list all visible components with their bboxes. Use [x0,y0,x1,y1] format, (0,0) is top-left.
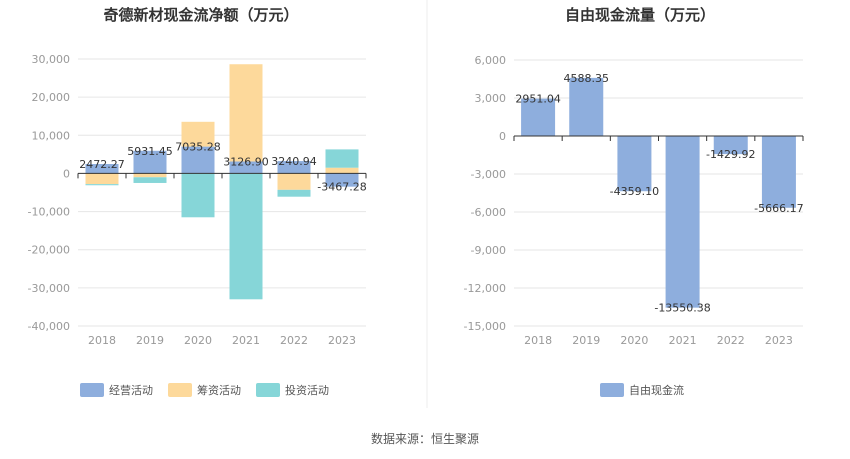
left-bar-2020 [181,146,215,174]
left-bar-2022 [277,161,311,174]
right-x-tick-label: 2019 [572,334,600,347]
right-data-label: -4359.10 [610,185,659,198]
right-bar-2020 [617,136,652,192]
left-bar-2020 [181,173,215,218]
left-bar-2018 [85,163,119,174]
right-y-tick-label: 6,000 [475,54,507,67]
left-x-tick-label: 2018 [88,334,116,347]
left-y-tick-label: -40,000 [28,320,70,333]
left-bar-2021 [229,173,263,300]
right-chart-title: 自由现金流量（万元） [565,6,715,24]
left-y-tick-label: 0 [63,167,70,180]
left-bar-2023 [325,149,359,168]
right-axis: 6,000 3,000 0 -3,000 -6,000 -9,000 -12,000 -15,… [464,54,804,347]
right-bar-2018 [521,98,556,136]
free-cashflow-chart: 自由现金流量（万元） 6,000 3,000 0 -3,000 -6,000 -9,000… [464,6,804,397]
left-bar-2019 [133,150,167,174]
cashflow-net-chart: 奇德新材现金流净额（万元） 30,000 20,000 10,000 0 -10,000… [28,6,367,397]
right-y-tick-label: -9,000 [471,244,506,257]
left-y-tick-label: -30,000 [28,282,70,295]
right-y-tick-label: -15,000 [464,320,506,333]
right-x-tick-label: 2023 [765,334,793,347]
left-y-tick-label: -20,000 [28,244,70,257]
right-x-tick-label: 2018 [524,334,552,347]
right-bar-2022 [713,136,748,155]
left-x-tick-label: 2020 [184,334,212,347]
right-y-tick-label: -12,000 [464,282,506,295]
left-bar-2021 [229,161,263,174]
right-x-tick-label: 2021 [669,334,697,347]
left-legend-label[interactable]: 经营活动 [109,383,153,397]
right-legend-swatch[interactable] [600,383,624,397]
left-legend-swatch[interactable] [256,383,280,397]
left-bar-2022 [277,189,311,197]
left-x-tick-label: 2023 [328,334,356,347]
left-bar-2022 [277,173,311,190]
left-y-tick-label: 20,000 [32,91,71,104]
right-x-tick-label: 2022 [717,334,745,347]
left-data-label: 7035.28 [175,141,221,154]
right-data-label: 4588.35 [564,72,610,85]
right-data-label: -13550.38 [654,302,710,315]
right-data-label: -5666.17 [754,202,803,215]
right-y-tick-label: -6,000 [471,206,506,219]
left-x-tick-label: 2019 [136,334,164,347]
left-bar-2018 [85,184,119,186]
left-legend-swatch[interactable] [80,383,104,397]
left-x-tick-label: 2022 [280,334,308,347]
right-bar-2019 [569,77,604,136]
left-bar-2021 [229,64,263,162]
left-bar-2023 [325,173,359,187]
left-bar-2023 [325,167,359,174]
left-data-label: -3467.28 [317,181,366,194]
right-data-label: 2951.04 [515,93,561,106]
left-legend-swatch[interactable] [168,383,192,397]
left-data-label: 3126.90 [223,156,269,169]
left-chart-title: 奇德新材现金流净额（万元） [103,6,298,24]
left-bar-2020 [181,121,215,147]
left-data-label: 3240.94 [271,155,317,168]
source-note: 数据来源：恒生聚源 [371,431,479,446]
left-bar-2019 [133,173,167,178]
left-y-tick-label: 30,000 [32,53,71,66]
left-bar-2019 [133,177,167,183]
left-axis: 30,000 20,000 10,000 0 -10,000 -20,000 -30,000… [28,53,367,347]
left-data-label: 5931.45 [127,145,173,158]
left-y-tick-label: -10,000 [28,206,70,219]
right-y-tick-label: 3,000 [475,92,507,105]
left-data-label: 2472.27 [79,158,125,171]
left-bar-2018 [85,173,119,185]
right-bar-2023 [761,136,796,208]
right-y-tick-label: -3,000 [471,168,506,181]
right-legend: 自由现金流 [600,383,684,397]
right-y-tick-label: 0 [499,130,506,143]
left-y-tick-label: 10,000 [32,129,71,142]
right-data-label: -1429.92 [706,148,755,161]
left-bars [85,64,359,300]
left-legend: 经营活动 筹资活动 投资活动 [80,383,329,397]
right-bar-2021 [665,136,700,308]
left-legend-label[interactable]: 投资活动 [285,383,329,397]
right-x-tick-label: 2020 [620,334,648,347]
right-bars [521,77,796,308]
left-grid [78,58,366,327]
left-legend-label[interactable]: 筹资活动 [197,383,241,397]
left-x-tick-label: 2021 [232,334,260,347]
right-legend-label[interactable]: 自由现金流 [629,383,684,397]
right-grid [514,59,803,327]
